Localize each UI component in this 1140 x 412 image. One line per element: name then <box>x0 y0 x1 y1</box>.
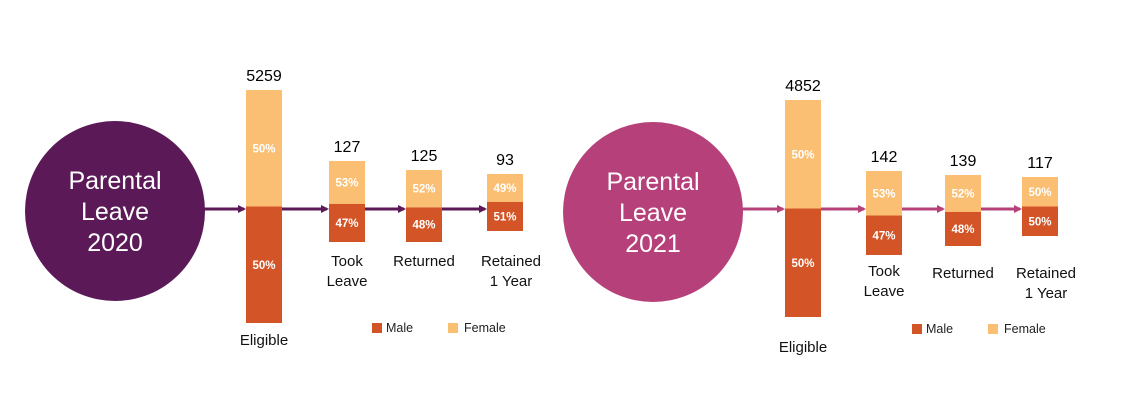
bar-male <box>246 206 282 323</box>
title-circle <box>25 121 205 301</box>
bar-female <box>487 174 523 202</box>
bar-female <box>329 161 365 204</box>
bar-male <box>866 215 902 255</box>
legend-swatch-female <box>988 324 998 334</box>
legend: Male Female <box>912 322 1046 336</box>
total-label: 117 <box>1027 155 1053 172</box>
bar-male <box>329 203 365 242</box>
bar-group: 53% 47% 142 Took Leave <box>864 149 905 300</box>
chart-panel-1: Parental Leave 2021 50% 50% 4852 Eligible 53% 47… <box>563 78 1076 356</box>
total-label: 93 <box>496 152 514 169</box>
category-label: Eligible <box>779 339 827 356</box>
category-label: Retained <box>481 253 541 270</box>
category-label: Retained <box>1016 265 1076 282</box>
bar-group: 50% 50% 4852 Eligible <box>779 78 827 356</box>
chart-title-line: Parental <box>68 167 161 195</box>
category-label: Leave <box>864 283 905 300</box>
data-label-male: 47% <box>335 218 358 230</box>
legend-label-male: Male <box>926 322 953 336</box>
data-label-female: 50% <box>791 149 814 161</box>
chart-title-line: Leave <box>619 199 687 227</box>
legend: Male Female <box>372 321 506 335</box>
category-label: Leave <box>327 273 368 290</box>
bar-female <box>406 170 442 208</box>
category-label: 1 Year <box>1025 285 1068 302</box>
chart-title-line: Parental <box>606 168 699 196</box>
category-label: Took <box>868 263 900 280</box>
bar-group: 52% 48% 139 Returned <box>932 153 994 282</box>
title-circle <box>563 122 743 302</box>
legend-label-female: Female <box>1004 322 1046 336</box>
legend-swatch-female <box>448 323 458 333</box>
category-label: Took <box>331 253 363 270</box>
total-label: 127 <box>334 139 361 156</box>
data-label-male: 47% <box>872 230 895 242</box>
bar-group: 52% 48% 125 Returned <box>393 148 455 270</box>
data-label-male: 50% <box>252 260 275 272</box>
bar-male <box>1022 206 1058 236</box>
legend-label-female: Female <box>464 321 506 335</box>
chart-panel-0: Parental Leave 2020 50% 50% 5259 Eligible 53% 47… <box>25 68 541 349</box>
bar-female <box>945 175 981 212</box>
category-label: Returned <box>393 253 455 270</box>
data-label-female: 53% <box>335 177 358 189</box>
total-label: 5259 <box>246 68 282 85</box>
legend-label-male: Male <box>386 321 413 335</box>
category-label: Eligible <box>240 332 288 349</box>
bar-female <box>246 90 282 207</box>
data-label-female: 52% <box>951 188 974 200</box>
legend-swatch-male <box>912 324 922 334</box>
bar-male <box>945 211 981 246</box>
bar-male <box>487 201 523 231</box>
data-label-male: 48% <box>412 220 435 232</box>
chart-title-line: 2020 <box>87 229 143 257</box>
bar-male <box>406 207 442 242</box>
bar-group: 49% 51% 93 Retained 1 Year <box>481 152 541 290</box>
data-label-male: 50% <box>791 258 814 270</box>
legend-swatch-male <box>372 323 382 333</box>
data-label-male: 51% <box>493 211 516 223</box>
data-label-male: 50% <box>1028 216 1051 228</box>
bar-female <box>866 171 902 216</box>
data-label-female: 52% <box>412 184 435 196</box>
data-label-male: 48% <box>951 224 974 236</box>
bar-male <box>785 208 821 317</box>
total-label: 142 <box>871 149 898 166</box>
chart-title-line: Leave <box>81 198 149 226</box>
category-label: 1 Year <box>490 273 533 290</box>
bar-group: 50% 50% 117 Retained 1 Year <box>1016 155 1076 302</box>
total-label: 125 <box>411 148 438 165</box>
data-label-female: 50% <box>252 143 275 155</box>
bar-group: 53% 47% 127 Took Leave <box>327 139 368 290</box>
bar-group: 50% 50% 5259 Eligible <box>240 68 288 349</box>
total-label: 4852 <box>785 78 821 95</box>
chart-title-line: 2021 <box>625 230 681 258</box>
data-label-female: 53% <box>872 188 895 200</box>
data-label-female: 50% <box>1028 187 1051 199</box>
bar-female <box>1022 177 1058 207</box>
data-label-female: 49% <box>493 183 516 195</box>
bar-female <box>785 100 821 209</box>
total-label: 139 <box>950 153 977 170</box>
category-label: Returned <box>932 265 994 282</box>
